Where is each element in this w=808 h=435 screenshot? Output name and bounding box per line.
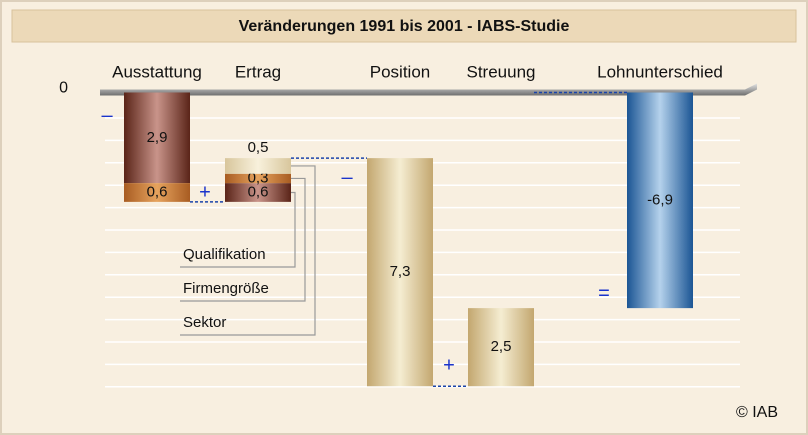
value-label: 0,6 — [147, 183, 168, 200]
sign: + — [199, 181, 211, 203]
x-tick-label: Ausstattung — [112, 62, 202, 81]
leader-line — [180, 177, 306, 302]
x-tick-label: Streuung — [467, 62, 536, 81]
bar-segment — [225, 158, 291, 174]
source: © IAB — [736, 404, 778, 421]
leader-line — [180, 191, 296, 268]
bar-segment — [627, 92, 693, 309]
value-label: 2,9 — [147, 129, 168, 146]
zero-axis — [100, 83, 757, 96]
sign: = — [598, 282, 610, 304]
sign: + — [443, 354, 455, 376]
title-bar — [11, 9, 797, 43]
y-tick-label: 0 — [59, 80, 68, 97]
value-label: 2,5 — [491, 338, 512, 355]
legend-label: Qualifikation — [183, 246, 266, 263]
value-label: 7,3 — [390, 263, 411, 280]
value-label: 0,6 — [248, 183, 269, 200]
value-label: -6,9 — [647, 191, 673, 208]
chart-title: Veränderungen 1991 bis 2001 - IABS-Studi… — [239, 18, 570, 35]
x-tick-label: Lohnunterschied — [597, 62, 723, 81]
bar-segment — [225, 173, 291, 184]
bar-segment — [225, 183, 291, 202]
x-tick-label: Ertrag — [235, 62, 281, 81]
sign: – — [341, 166, 353, 188]
legend-label: Sektor — [183, 314, 226, 331]
bar-segment — [124, 92, 190, 184]
bar-segment — [468, 308, 534, 387]
bar-segment — [367, 158, 433, 387]
value-label: 0,5 — [248, 139, 269, 156]
legend-label: Firmengröße — [183, 280, 269, 297]
sign: – — [101, 104, 113, 126]
x-tick-label: Position — [370, 62, 430, 81]
bar-segment — [124, 183, 190, 202]
leader-line — [180, 165, 316, 336]
